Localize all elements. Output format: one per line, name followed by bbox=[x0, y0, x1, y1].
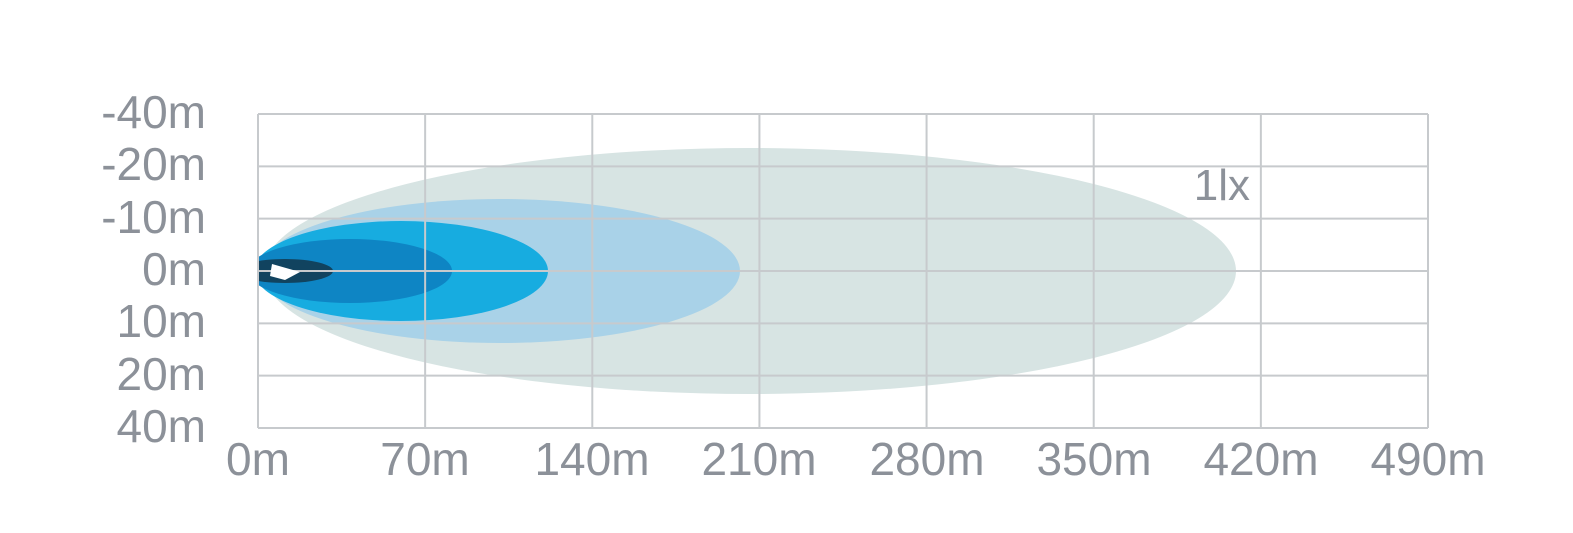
svg-text:420m: 420m bbox=[1203, 433, 1318, 485]
svg-text:-40m: -40m bbox=[101, 86, 206, 138]
svg-text:0m: 0m bbox=[226, 433, 290, 485]
svg-text:-20m: -20m bbox=[101, 138, 206, 190]
svg-text:40m: 40m bbox=[117, 400, 206, 452]
svg-text:10m: 10m bbox=[117, 295, 206, 347]
svg-text:350m: 350m bbox=[1036, 433, 1151, 485]
svg-text:70m: 70m bbox=[380, 433, 469, 485]
svg-text:1lx: 1lx bbox=[1194, 161, 1250, 210]
svg-text:280m: 280m bbox=[869, 433, 984, 485]
svg-text:20m: 20m bbox=[117, 348, 206, 400]
svg-text:-10m: -10m bbox=[101, 191, 206, 243]
svg-text:490m: 490m bbox=[1370, 433, 1485, 485]
svg-text:0m: 0m bbox=[142, 243, 206, 295]
svg-text:210m: 210m bbox=[701, 433, 816, 485]
svg-text:140m: 140m bbox=[534, 433, 649, 485]
